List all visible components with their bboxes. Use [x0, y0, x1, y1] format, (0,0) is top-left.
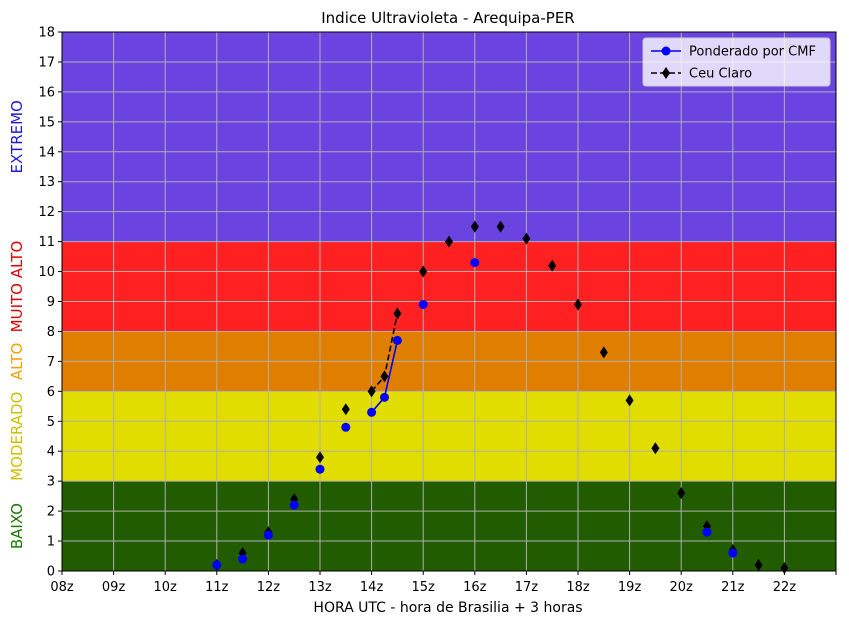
point-ceu-claro	[380, 370, 389, 383]
x-tick-label: 15z	[412, 580, 436, 595]
point-ceu-claro	[651, 442, 660, 455]
x-tick-label: 21z	[721, 580, 745, 595]
point-cmf	[470, 258, 480, 268]
band-label-muito-alto: MUITO ALTO	[8, 241, 26, 333]
point-ceu-claro	[316, 451, 324, 464]
band-moderado	[62, 391, 836, 482]
y-tick-label: 14	[38, 145, 55, 160]
y-tick-label: 9	[47, 295, 55, 310]
point-cmf	[367, 407, 377, 417]
band-label-moderado: MODERADO	[8, 392, 26, 481]
x-tick-label: 10z	[154, 580, 178, 595]
point-ceu-claro	[522, 232, 531, 245]
legend-label: Ceu Claro	[689, 67, 752, 82]
x-tick-label: 16z	[463, 580, 487, 595]
point-ceu-claro	[496, 220, 505, 233]
point-cmf	[341, 422, 351, 432]
point-ceu-claro	[599, 346, 608, 359]
y-tick-label: 2	[47, 505, 55, 520]
point-cmf	[263, 530, 273, 540]
y-tick-label: 10	[38, 265, 55, 280]
band-label-extremo: EXTREMO	[8, 100, 26, 173]
chart-title: Indice Ultravioleta - Arequipa-PER	[321, 9, 574, 27]
point-ceu-claro	[393, 307, 402, 320]
y-tick-label: 6	[47, 385, 55, 400]
point-ceu-claro	[470, 220, 479, 233]
band-muito-alto	[62, 241, 836, 332]
legend-box	[642, 37, 831, 87]
legend: Ponderado por CMF Ceu Claro	[642, 37, 831, 87]
y-tick-label: 18	[38, 26, 55, 41]
point-cmf	[289, 500, 299, 510]
point-cmf	[418, 299, 428, 309]
band-labels: BAIXO MODERADO ALTO MUITO ALTO EXTREMO	[8, 100, 26, 549]
point-cmf	[728, 548, 738, 558]
x-axis: 08z 09z 10z 11z 12z 13z 14z 15z 16z 17z 18z 19z 20z 2…	[50, 571, 837, 595]
x-axis-label: HORA UTC - hora de Brasilia + 3 horas	[313, 600, 582, 616]
x-tick-label: 17z	[515, 580, 539, 595]
band-baixo	[62, 481, 836, 571]
y-tick-label: 7	[47, 355, 55, 370]
x-tick-label: 08z	[50, 580, 74, 595]
x-tick-label: 11z	[205, 580, 229, 595]
y-tick-label: 15	[38, 115, 55, 130]
band-label-baixo: BAIXO	[8, 503, 26, 549]
y-tick-label: 0	[47, 565, 55, 580]
y-tick-label: 5	[47, 415, 55, 430]
y-tick-label: 11	[38, 235, 55, 250]
x-tick-label: 19z	[618, 580, 642, 595]
x-tick-label: 14z	[360, 580, 384, 595]
point-cmf	[392, 335, 402, 345]
x-tick-label: 20z	[670, 580, 694, 595]
series-ponderado-por-cmf	[212, 258, 738, 570]
point-cmf	[702, 527, 712, 537]
x-tick-label: 13z	[308, 580, 332, 595]
series-layer	[212, 220, 789, 575]
x-tick-label: 22z	[773, 580, 797, 595]
point-ceu-claro	[574, 298, 582, 311]
x-tick-label: 12z	[257, 580, 281, 595]
y-tick-label: 12	[38, 205, 55, 220]
y-tick-label: 13	[38, 175, 55, 190]
y-tick-label: 8	[47, 325, 55, 340]
point-ceu-claro	[677, 487, 686, 500]
y-tick-label: 1	[47, 535, 55, 550]
point-ceu-claro	[754, 559, 763, 572]
point-cmf	[315, 464, 325, 474]
x-tick-label: 18z	[566, 580, 590, 595]
point-cmf	[238, 554, 248, 564]
y-tick-label: 3	[47, 475, 55, 490]
point-legend	[662, 67, 670, 79]
y-tick-label: 16	[38, 85, 55, 100]
point-legend	[661, 46, 671, 56]
x-tick-label: 09z	[102, 580, 126, 595]
point-ceu-claro	[367, 385, 376, 398]
legend-label: Ponderado por CMF	[689, 45, 816, 60]
y-tick-label: 4	[47, 445, 55, 460]
point-ceu-claro	[625, 394, 634, 407]
point-ceu-claro	[445, 235, 453, 248]
point-ceu-claro	[419, 265, 428, 278]
point-ceu-claro	[341, 403, 350, 416]
point-ceu-claro	[548, 259, 557, 272]
band-label-alto: ALTO	[8, 343, 26, 381]
point-cmf	[212, 560, 222, 570]
y-tick-label: 17	[38, 55, 55, 70]
point-cmf	[380, 392, 389, 402]
series-ceu-claro	[212, 220, 789, 575]
